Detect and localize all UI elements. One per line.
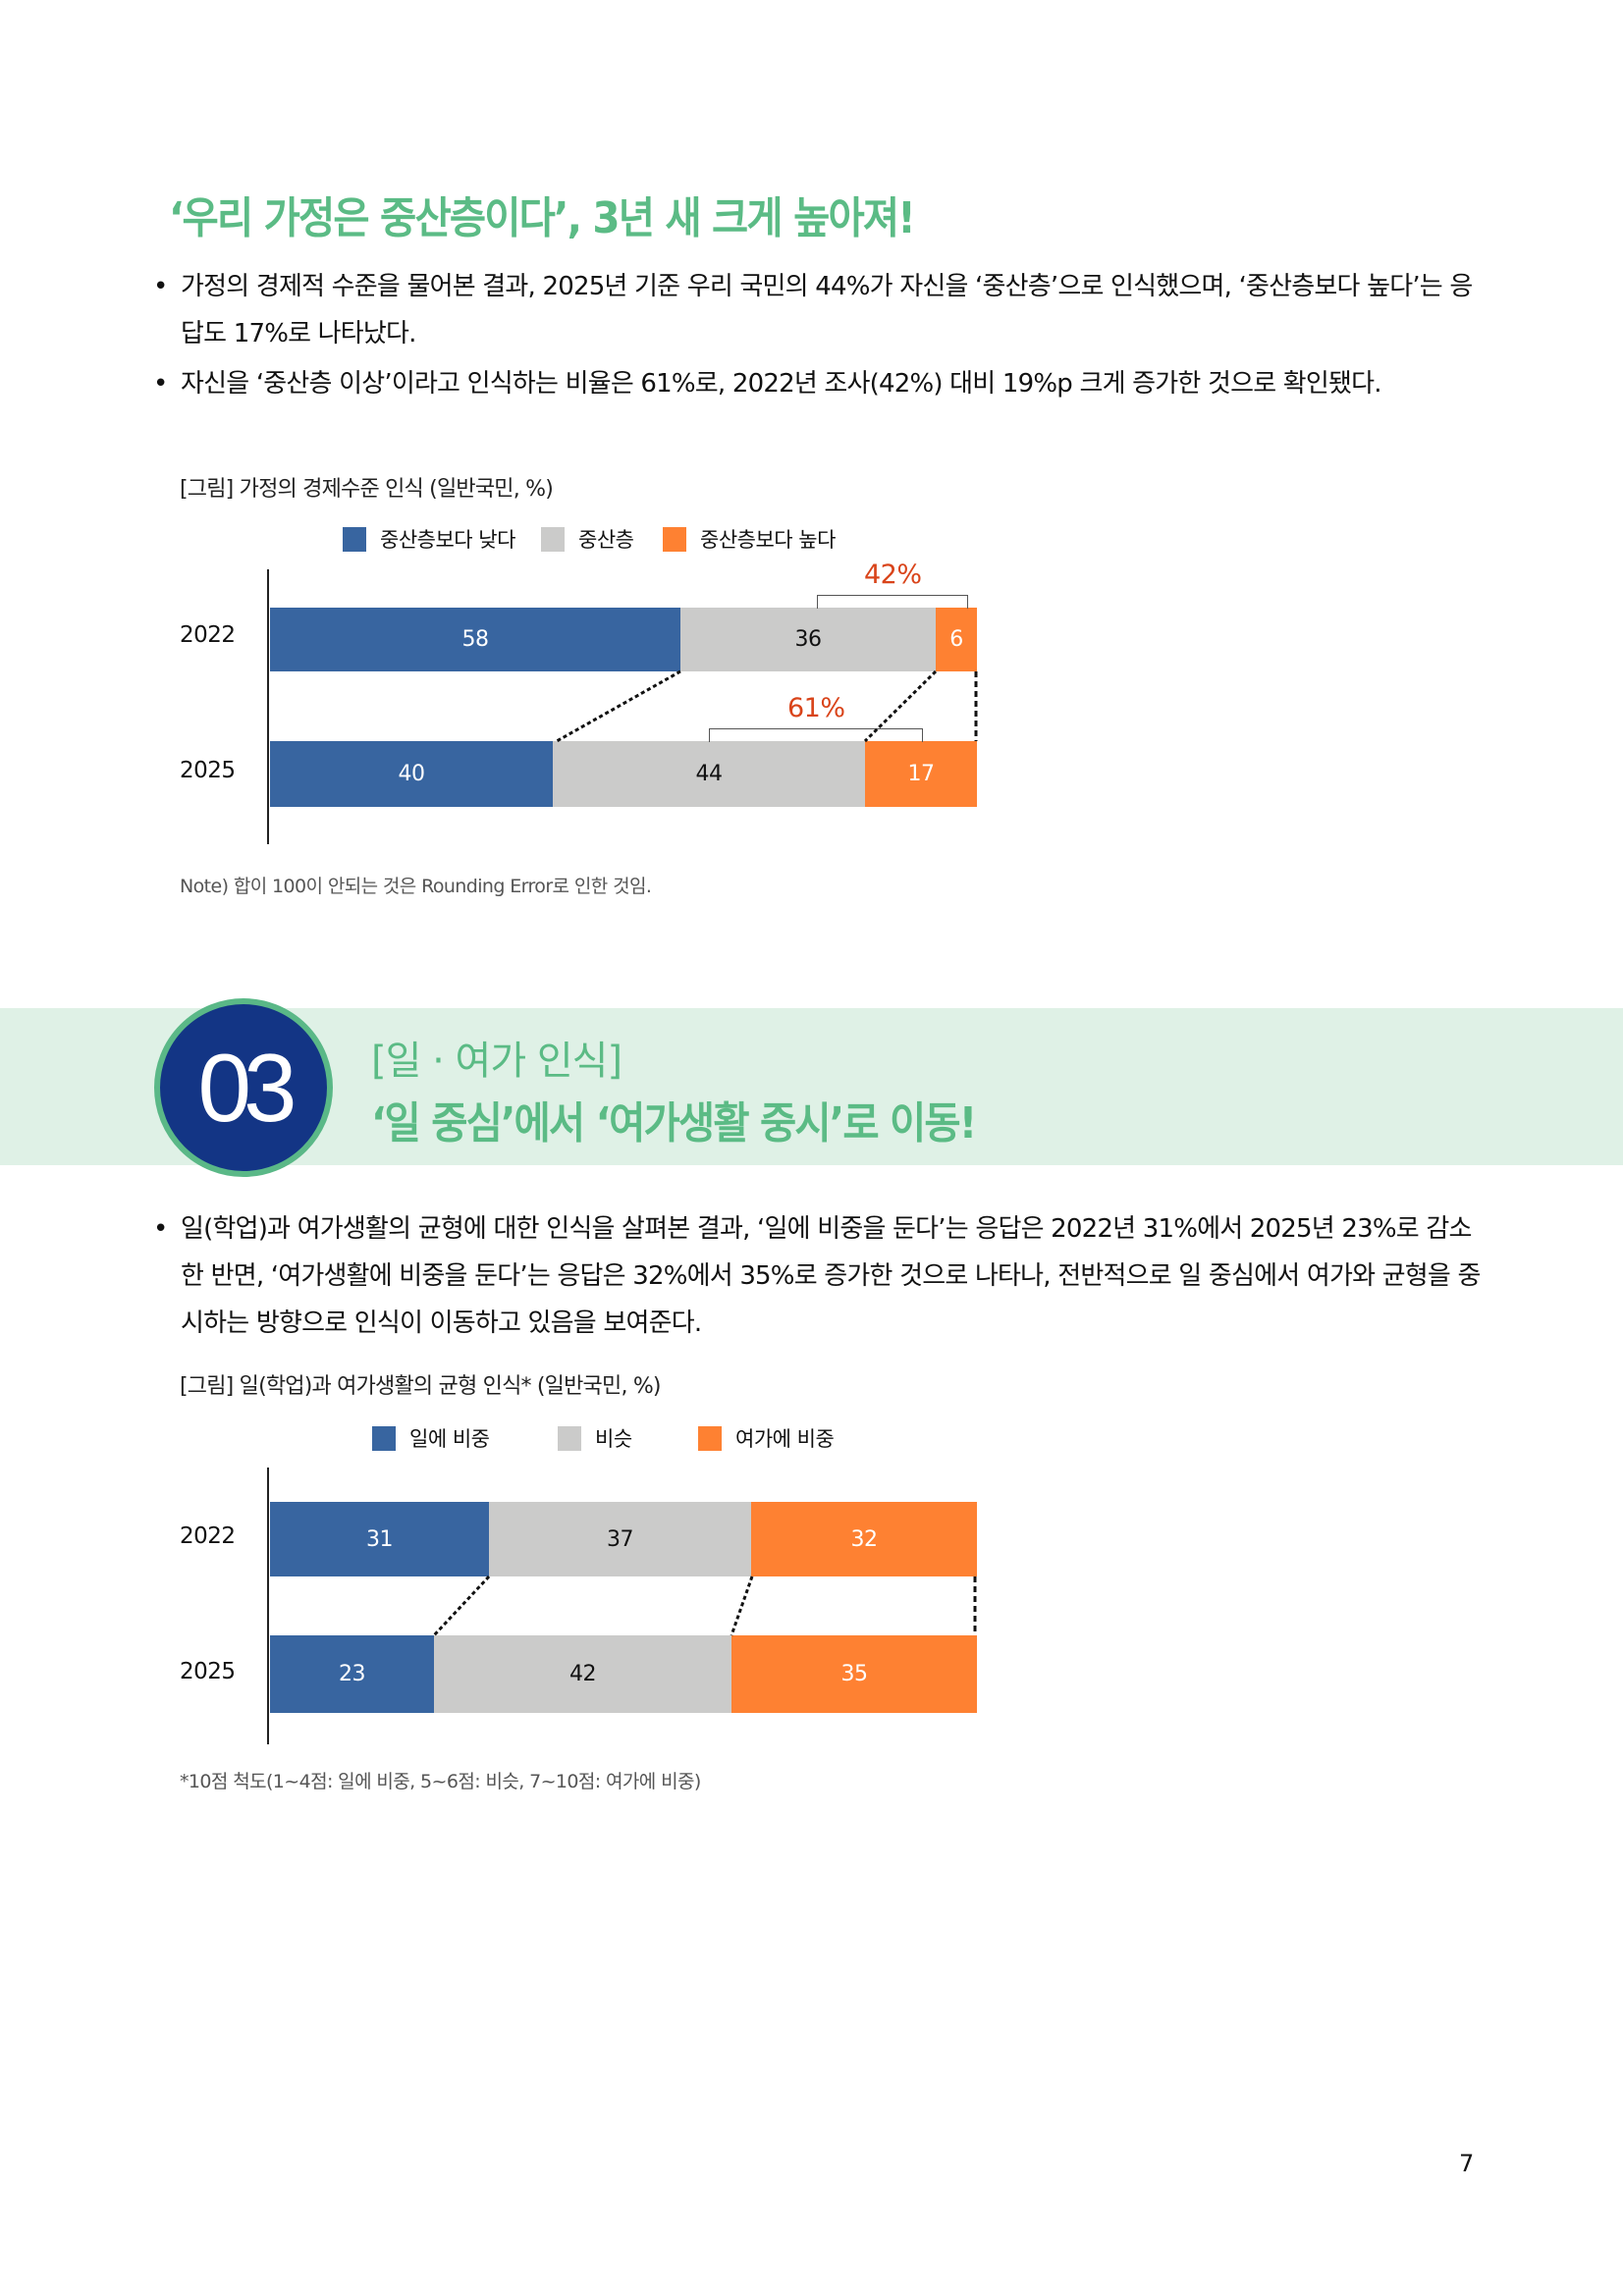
y-axis-line [267, 1468, 269, 1744]
bullet-marker: • [153, 1214, 168, 1244]
bullet-text: 일(학업)과 여가생활의 균형에 대한 인식을 살펴본 결과, ‘일에 비중을 … [181, 1214, 1481, 1338]
bar-segment-leisure: 32 [751, 1502, 977, 1576]
bullet-marker: • [153, 272, 168, 301]
bracket-2022 [817, 595, 968, 609]
bar-2022: 58 36 6 [270, 608, 977, 671]
bullet-marker: • [153, 369, 168, 399]
chart-note: Note) 합이 100이 안되는 것은 Rounding Error로 인한 … [180, 876, 652, 897]
section3-bullets: • 일(학업)과 여가생활의 균형에 대한 인식을 살펴본 결과, ‘일에 비중… [149, 1205, 1485, 1350]
page-number: 7 [1459, 2150, 1475, 2177]
y-axis-line [267, 569, 269, 844]
legend-swatch [698, 1425, 722, 1451]
bar-segment-low: 40 [270, 741, 553, 807]
legend-item-similar: 비슷 [558, 1423, 632, 1453]
bar-segment-high: 17 [865, 741, 977, 807]
category-label: 2022 [180, 1523, 236, 1549]
section-headline: ‘우리 가정은 중산층이다’, 3년 새 크게 높아져! [169, 193, 916, 243]
legend-swatch [343, 526, 366, 552]
bar-segment-similar: 42 [434, 1635, 731, 1713]
bullet-text: 자신을 ‘중산층 이상’이라고 인식하는 비율은 61%로, 2022년 조사(… [181, 369, 1382, 399]
legend-item-mid: 중산층 [541, 524, 634, 554]
bar-2022: 31 37 32 [270, 1502, 977, 1576]
legend-swatch [372, 1425, 396, 1451]
bar-2025: 40 44 17 [270, 741, 977, 807]
legend-label: 중산층 [578, 528, 634, 552]
legend-swatch [663, 526, 686, 552]
figure-title: [그림] 가정의 경제수준 인식 (일반국민, %) [180, 477, 554, 502]
legend-item-low: 중산층보다 낮다 [343, 524, 515, 554]
bar-segment-work: 31 [270, 1502, 489, 1576]
figure-title: [그림] 일(학업)과 여가생활의 균형 인식* (일반국민, %) [180, 1374, 662, 1399]
bullet-text: 가정의 경제적 수준을 물어본 결과, 2025년 기준 우리 국민의 44%가… [181, 272, 1473, 348]
bar-segment-low: 58 [270, 608, 680, 671]
legend-item-leisure: 여가에 비중 [698, 1423, 835, 1453]
bullet-item: • 가정의 경제적 수준을 물어본 결과, 2025년 기준 우리 국민의 44… [149, 263, 1485, 357]
bar-segment-mid: 44 [553, 741, 865, 807]
bullet-item: • 자신을 ‘중산층 이상’이라고 인식하는 비율은 61%로, 2022년 조… [149, 360, 1485, 407]
section-number-badge: 03 [154, 998, 333, 1177]
bar-2025: 23 42 35 [270, 1635, 977, 1713]
bar-segment-work: 23 [270, 1635, 434, 1713]
annotation-42pct: 42% [864, 560, 922, 590]
category-label: 2025 [180, 758, 236, 783]
legend-swatch [541, 526, 565, 552]
section1-bullets: • 가정의 경제적 수준을 물어본 결과, 2025년 기준 우리 국민의 44… [149, 263, 1485, 410]
chart-note: *10점 척도(1~4점: 일에 비중, 5~6점: 비슷, 7~10점: 여가… [180, 1771, 701, 1792]
bar-segment-high: 6 [936, 608, 977, 671]
legend-label: 중산층보다 높다 [700, 528, 836, 552]
bullet-item: • 일(학업)과 여가생활의 균형에 대한 인식을 살펴본 결과, ‘일에 비중… [149, 1205, 1485, 1347]
bracket-2025 [709, 728, 923, 742]
legend-swatch [558, 1425, 581, 1451]
category-label: 2022 [180, 622, 236, 648]
annotation-61pct: 61% [787, 693, 845, 723]
bar-segment-leisure: 35 [731, 1635, 977, 1713]
legend-item-high: 중산층보다 높다 [663, 524, 836, 554]
legend-item-work: 일에 비중 [372, 1423, 490, 1453]
section-title: ‘일 중심’에서 ‘여가생활 중시’로 이동! [371, 1098, 977, 1148]
legend-label: 일에 비중 [409, 1427, 490, 1451]
bar-segment-mid: 36 [680, 608, 936, 671]
section-subtitle: [일 · 여가 인식] [371, 1039, 622, 1084]
legend-label: 비슷 [595, 1427, 632, 1451]
legend-label: 여가에 비중 [735, 1427, 835, 1451]
section-number: 03 [197, 1033, 297, 1142]
legend-label: 중산층보다 낮다 [380, 528, 515, 552]
category-label: 2025 [180, 1659, 236, 1684]
bar-segment-similar: 37 [489, 1502, 751, 1576]
